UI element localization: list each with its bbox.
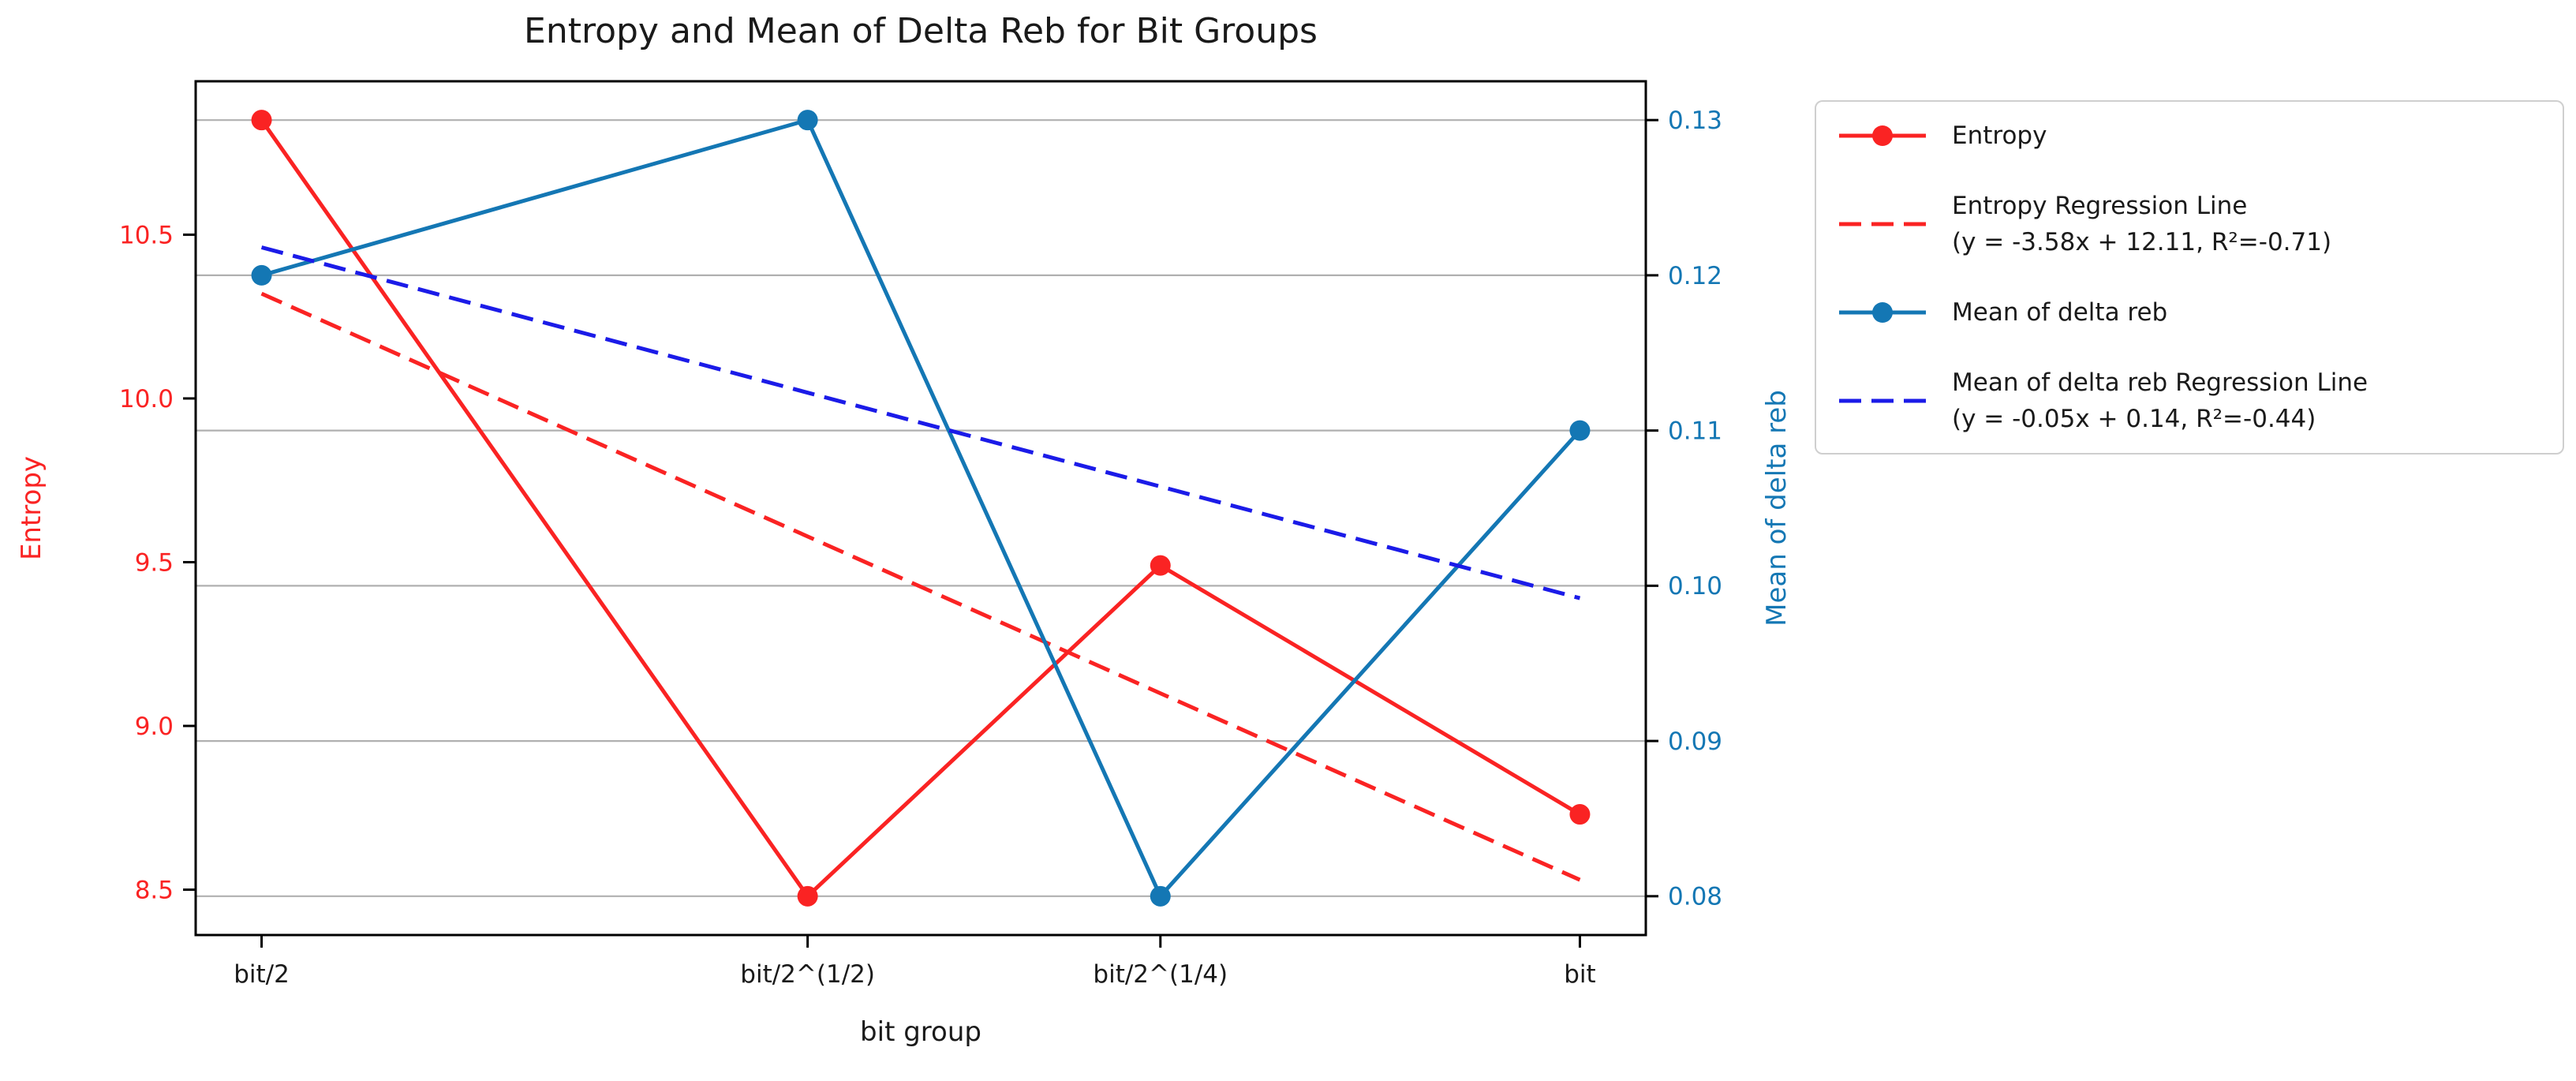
legend-sample-mean-delta-reb-line [1839,302,1926,323]
right-tick-label: 0.10 [1668,572,1722,600]
mean-delta-reb-regression-line [260,245,1581,600]
legend-label-equation: (y = -0.05x + 0.14, R²=-0.44) [1952,405,2316,433]
x-tick-label: bit [1564,960,1595,989]
x-tick-label: bit/2^(1/2) [740,960,875,989]
left-axis-label: Entropy [16,455,47,561]
right-tick-label: 0.12 [1668,262,1722,290]
entropy-line-marker [1569,804,1591,825]
entropy-line-marker [1150,555,1171,576]
legend-label: Entropy Regression Line (y = -3.58x + 12… [1952,188,2331,260]
x-tick-label: bit/2 [234,960,290,989]
x-tick-label: bit/2^(1/4) [1093,960,1228,989]
axes-frame [194,80,1647,937]
right-axis-label: Mean of delta reb [1761,390,1793,627]
left-tick-label: 9.5 [135,548,174,577]
chart-title: Entropy and Mean of Delta Reb for Bit Gr… [524,11,1318,51]
x-axis-label: bit group [860,1016,981,1048]
left-tick-label: 10.5 [119,221,174,249]
legend-sample-entropy-line [1839,125,1926,146]
left-tick-label: 10.0 [119,385,174,413]
legend-label: Mean of delta reb Regression Line (y = -… [1952,365,2368,437]
left-tick-label: 9.0 [135,713,174,741]
entropy-line-marker [251,110,272,131]
mean-delta-reb-line [260,118,1582,899]
mean-delta-reb-line-marker [1150,885,1171,907]
legend-label-equation: (y = -3.58x + 12.11, R²=-0.71) [1952,228,2332,256]
mean-delta-reb-line-marker [251,264,272,286]
right-tick-label: 0.11 [1668,417,1722,445]
right-tick-label: 0.08 [1668,883,1722,911]
legend-item-mean-delta-reb-regression: Mean of delta reb Regression Line (y = -… [1835,365,2544,437]
legend-label-line: Entropy Regression Line [1952,192,2248,220]
entropy-line-marker [797,885,818,907]
entropy-regression-line [260,291,1581,882]
legend-sample-entropy-regression-line [1839,222,1926,226]
legend-label-line: Mean of delta reb [1952,298,2168,327]
mean-delta-reb-line-marker [797,110,818,131]
legend-label: Entropy [1952,118,2047,154]
entropy-line [260,118,1581,899]
right-tick-label: 0.09 [1668,728,1722,756]
legend-label: Mean of delta reb [1952,294,2167,331]
right-tick-label: 0.13 [1668,107,1722,135]
legend-label-line: Entropy [1952,122,2047,150]
legend: Entropy Entropy Regression Line (y = -3.… [1815,100,2564,454]
legend-item-mean-delta-reb: Mean of delta reb [1835,294,2544,331]
legend-sample-mean-delta-reb-regression-line [1839,398,1926,403]
legend-item-entropy-regression: Entropy Regression Line (y = -3.58x + 12… [1835,188,2544,260]
left-tick-label: 8.5 [135,876,174,904]
legend-label-line: Mean of delta reb Regression Line [1952,368,2368,397]
legend-item-entropy: Entropy [1835,118,2544,154]
mean-delta-reb-line-marker [1569,420,1591,441]
